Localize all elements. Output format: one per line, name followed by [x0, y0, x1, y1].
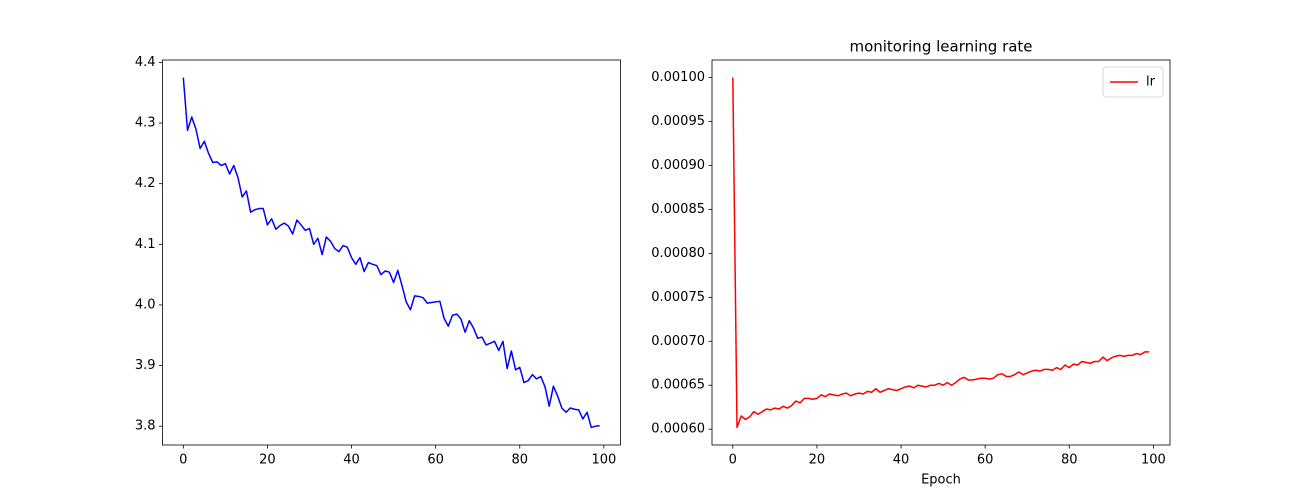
x-tick-label: 20 [809, 453, 826, 468]
y-tick-label: 0.00090 [651, 158, 705, 173]
axes-frame [162, 59, 621, 446]
y-tick-label: 0.00070 [651, 334, 705, 349]
y-tick-label: 4.4 [135, 55, 156, 70]
x-tick-label: 20 [259, 453, 276, 468]
x-tick-label: 0 [179, 453, 187, 468]
y-tick-label: 0.00100 [651, 70, 705, 85]
x-tick-label: 0 [729, 453, 737, 468]
y-tick-label: 4.1 [135, 237, 156, 252]
x-tick-label: 60 [977, 453, 994, 468]
y-tick-label: 4.0 [135, 297, 156, 312]
y-tick-label: 0.00085 [651, 202, 705, 217]
data-line [182, 77, 600, 429]
y-tick-label: 3.8 [135, 419, 156, 434]
y-tick-label: 0.00075 [651, 290, 705, 305]
x-tick-label: 80 [1061, 453, 1078, 468]
axes-frame [711, 59, 1171, 446]
x-tick-label: 100 [1141, 453, 1166, 468]
x-tick-label: 80 [512, 453, 529, 468]
y-tick-label: 0.00095 [651, 114, 705, 129]
x-tick-label: 40 [343, 453, 360, 468]
y-tick-label: 4.2 [135, 176, 156, 191]
y-tick-label: 4.3 [135, 116, 156, 131]
x-tick-label: 40 [893, 453, 910, 468]
y-tick-label: 0.00065 [651, 378, 705, 393]
y-tick-label: 3.9 [135, 358, 156, 373]
y-tick-label: 0.00080 [651, 246, 705, 261]
x-tick-label: 60 [427, 453, 444, 468]
data-line [732, 77, 1150, 429]
x-tick-label: 100 [591, 453, 616, 468]
x-axis-label: Epoch [921, 473, 961, 488]
legend-label: lr [1146, 75, 1156, 90]
chart-title: monitoring learning rate [849, 38, 1032, 56]
y-tick-label: 0.00060 [651, 422, 705, 437]
